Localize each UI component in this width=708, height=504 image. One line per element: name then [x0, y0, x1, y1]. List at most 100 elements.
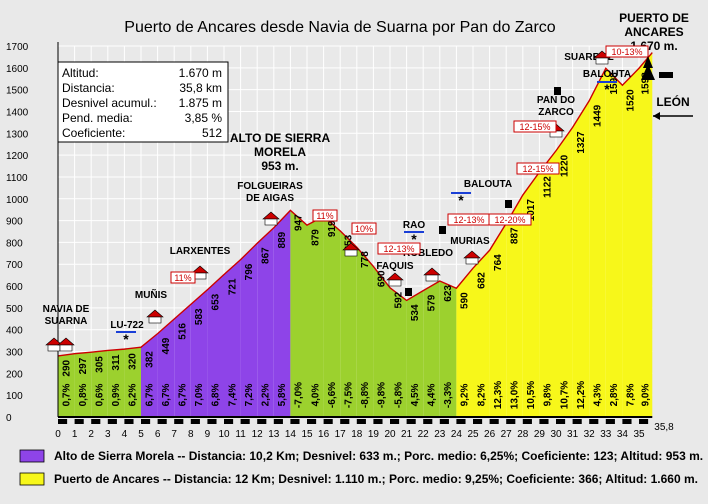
x-tick-label: 29 — [534, 429, 546, 440]
place-label-line: RAO — [403, 220, 425, 231]
x-tick-label: 17 — [335, 429, 347, 440]
x-end-label: 35,8 — [654, 422, 674, 433]
x-tick-label: 24 — [451, 429, 463, 440]
grade-flag-box — [488, 213, 532, 226]
segment-altitude-label: 778 — [360, 251, 371, 268]
house-icon — [57, 337, 75, 352]
annotations: NAVIA DE SUARNA LU-722 MUÑIS LARXENTES FOLGUE… — [43, 11, 693, 352]
segment-altitude-label: 653 — [211, 293, 222, 310]
segment-altitude-label: 1520 — [626, 89, 637, 112]
place-label-line: ROBLEDO — [403, 248, 453, 259]
segment-grade-label: 9,2% — [460, 383, 471, 406]
segment-altitude-label: 516 — [178, 323, 189, 340]
segment-altitude-label: 879 — [310, 229, 321, 246]
place-label: LARXENTES — [170, 246, 231, 257]
x-tick-label: 3 — [105, 429, 111, 440]
segment-altitude-label: 1598 — [609, 72, 620, 95]
km-ruler-mark — [506, 419, 516, 424]
segment-grade-label: 8,2% — [476, 383, 487, 406]
segment-altitude-label: 311 — [111, 354, 122, 371]
profile-segment — [273, 210, 291, 417]
summit-label-sierra-line: MORELA — [254, 145, 306, 159]
segment-grade-label: 13,0% — [510, 381, 521, 409]
km-ruler-mark — [257, 419, 267, 424]
profile-segment — [323, 216, 341, 417]
x-tick-label: 23 — [434, 429, 446, 440]
segment-altitude-label: 1327 — [576, 131, 587, 154]
x-tick-label: 35 — [633, 429, 645, 440]
legend-entry: Alto de Sierra Morela -- Distancia: 10,2… — [54, 449, 703, 463]
km-ruler-mark — [456, 419, 466, 424]
x-tick-label: 8 — [188, 429, 194, 440]
segment-altitude-label: 1017 — [526, 199, 537, 222]
x-tick-label: 2 — [88, 429, 94, 440]
segment-altitude-label: 887 — [510, 227, 521, 244]
fountain-icon — [405, 288, 412, 296]
grade-flag-label: 12-15% — [522, 164, 553, 174]
segment-grade-label: 7,8% — [626, 383, 637, 406]
profile-segment — [257, 227, 274, 417]
stats-label: Distancia: — [62, 81, 115, 95]
segment-altitude-label: 592 — [393, 291, 404, 308]
house-icon — [386, 272, 404, 287]
grade-flag-box — [351, 222, 377, 235]
segment-altitude-label: 320 — [128, 353, 139, 370]
y-tick-label: 700 — [6, 260, 23, 271]
segment-grade-label: 4,4% — [427, 383, 438, 406]
stats-value: 1.670 m — [179, 66, 222, 80]
x-tick-label: 10 — [218, 429, 230, 440]
profile-segment — [406, 290, 424, 417]
place-label: MURIAS — [450, 236, 490, 247]
profile-segment — [307, 216, 324, 417]
x-tick-label: 16 — [318, 429, 330, 440]
junction-asterisk: * — [604, 81, 610, 97]
km-ruler-mark — [124, 419, 134, 424]
y-tick-label: 800 — [6, 238, 23, 249]
x-tick-label: 1 — [72, 429, 78, 440]
profile-segment — [473, 250, 490, 417]
profile-segment — [489, 223, 507, 417]
place-label-line: LARXENTES — [170, 246, 231, 257]
segment-altitude-label: 1220 — [559, 154, 570, 177]
y-tick-label: 1100 — [6, 173, 28, 184]
segment-grade-label: 12,2% — [576, 381, 587, 409]
segment-altitude-label: 690 — [377, 270, 388, 287]
segment-grade-label: -7,5% — [344, 382, 355, 408]
stats-value: 35,8 km — [179, 81, 222, 95]
segment-altitude-label: 764 — [493, 254, 504, 271]
segment-grade-label: 6,7% — [161, 383, 172, 406]
grade-flag-label: 11% — [316, 211, 333, 221]
y-tick-label: 200 — [6, 369, 23, 380]
profile-segment — [373, 266, 390, 417]
km-ruler-mark — [439, 419, 449, 424]
y-tick-label: 900 — [6, 217, 23, 228]
km-ruler-mark — [141, 419, 151, 424]
building-icon — [659, 72, 673, 78]
segment-grade-label: 2,2% — [261, 383, 272, 406]
segment-grade-label: 4,3% — [593, 383, 604, 406]
segment-grade-label: 6,8% — [211, 383, 222, 406]
x-tick-label: 0 — [55, 429, 61, 440]
x-tick-label: 18 — [351, 429, 363, 440]
junction-asterisk: * — [123, 331, 129, 347]
stats-value: 1.875 m — [179, 96, 222, 110]
profile-segment — [174, 304, 191, 417]
grade-flag-label: 11% — [174, 273, 191, 283]
legend: Alto de Sierra Morela -- Distancia: 10,2… — [19, 449, 703, 486]
stats-value: 512 — [202, 126, 222, 140]
km-ruler-mark — [423, 419, 433, 424]
segment-grade-label: 5,8% — [277, 383, 288, 406]
segment-grade-label: 7,4% — [227, 383, 238, 406]
place-label: FAQUIS — [376, 261, 414, 272]
y-tick-label: 1300 — [6, 129, 29, 140]
profile-segment — [141, 333, 158, 417]
x-tick-label: 7 — [171, 429, 177, 440]
legend-swatch — [19, 449, 45, 463]
grade-flag-label: 12-20% — [494, 215, 525, 225]
grade-flag-box — [170, 271, 196, 284]
km-ruler-mark — [207, 419, 217, 424]
grade-flag-label: 12-15% — [519, 122, 550, 132]
segment-grade-label: 7,2% — [244, 383, 255, 406]
profile-segment — [58, 353, 75, 417]
segment-altitude-label: 583 — [194, 308, 205, 325]
